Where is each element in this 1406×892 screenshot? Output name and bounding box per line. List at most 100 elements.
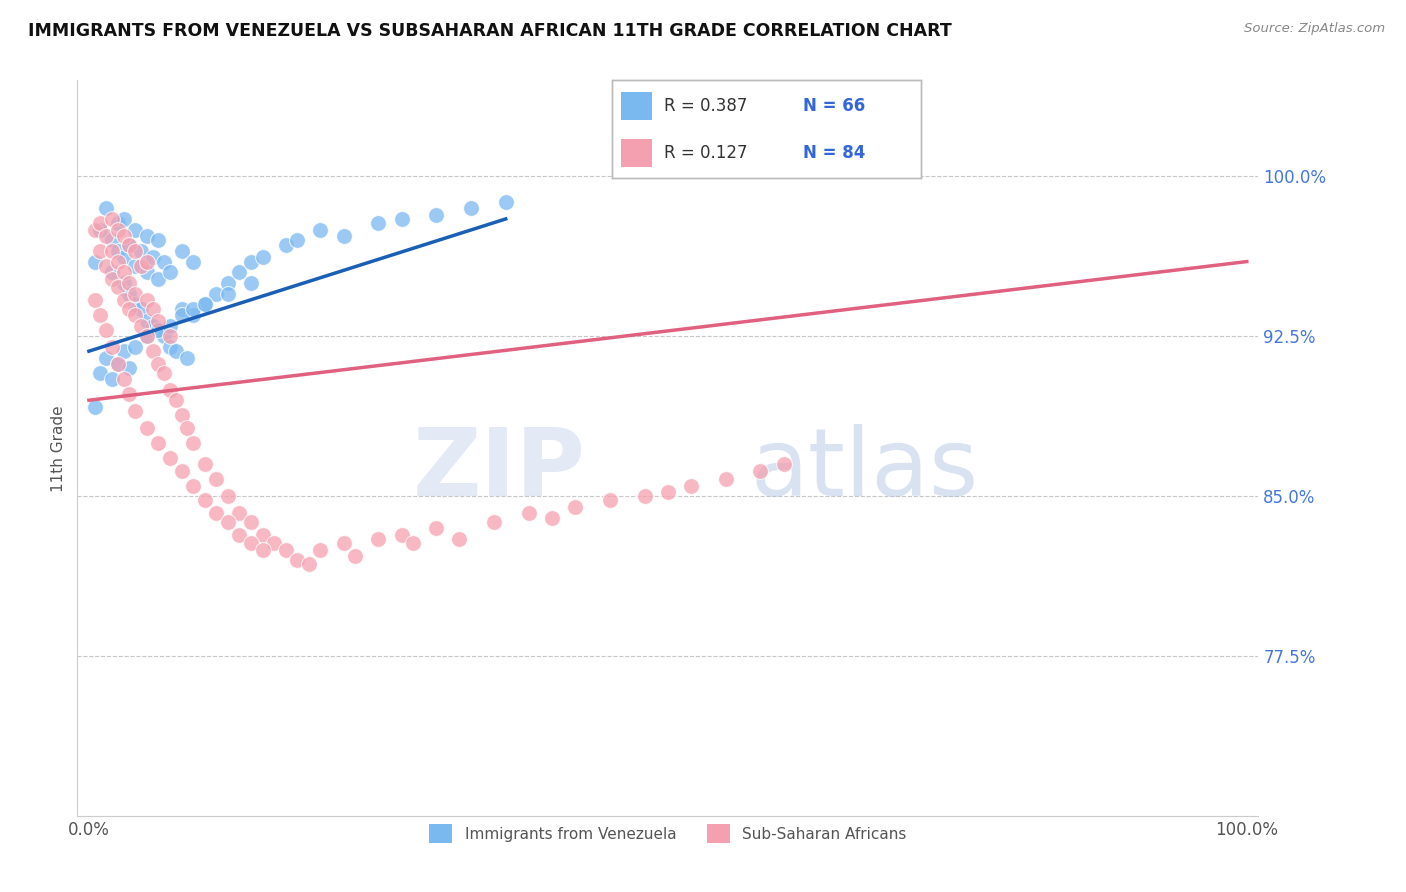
Point — [118, 276, 141, 290]
Bar — [621, 139, 652, 167]
Point — [124, 404, 146, 418]
Point — [96, 323, 118, 337]
Point — [124, 244, 146, 258]
Point — [165, 344, 187, 359]
Point — [112, 211, 135, 226]
Point — [181, 308, 204, 322]
Point — [124, 308, 146, 322]
Point — [274, 542, 297, 557]
Point — [564, 500, 586, 514]
Point — [112, 344, 135, 359]
Point — [112, 293, 135, 307]
Point — [772, 457, 794, 471]
Point — [495, 194, 517, 209]
Point — [142, 301, 165, 316]
Text: R = 0.127: R = 0.127 — [664, 144, 748, 161]
Point — [298, 558, 321, 572]
Point — [517, 506, 540, 520]
Point — [194, 297, 217, 311]
Point — [176, 351, 198, 365]
Point — [170, 464, 193, 478]
Point — [142, 250, 165, 264]
Point — [124, 259, 146, 273]
Point — [112, 265, 135, 279]
Point — [425, 521, 447, 535]
Point — [148, 314, 170, 328]
Point — [332, 536, 354, 550]
Point — [107, 244, 129, 258]
Point — [159, 318, 181, 333]
Point — [240, 515, 263, 529]
Point — [482, 515, 505, 529]
Point — [129, 259, 152, 273]
Point — [749, 464, 772, 478]
Point — [124, 340, 146, 354]
Point — [263, 536, 285, 550]
Point — [679, 478, 702, 492]
Point — [176, 421, 198, 435]
Point — [96, 229, 118, 244]
Point — [107, 280, 129, 294]
Point — [181, 301, 204, 316]
Point — [599, 493, 621, 508]
Point — [165, 393, 187, 408]
Text: IMMIGRANTS FROM VENEZUELA VS SUBSAHARAN AFRICAN 11TH GRADE CORRELATION CHART: IMMIGRANTS FROM VENEZUELA VS SUBSAHARAN … — [28, 22, 952, 40]
Point — [101, 233, 124, 247]
Point — [181, 436, 204, 450]
Point — [402, 536, 425, 550]
Point — [391, 527, 413, 541]
Point — [148, 271, 170, 285]
Point — [449, 532, 471, 546]
Point — [159, 383, 181, 397]
Point — [153, 366, 176, 380]
Point — [89, 308, 111, 322]
Point — [96, 259, 118, 273]
Point — [205, 472, 228, 486]
Point — [170, 308, 193, 322]
Legend: Immigrants from Venezuela, Sub-Saharan Africans: Immigrants from Venezuela, Sub-Saharan A… — [423, 818, 912, 849]
Point — [205, 286, 228, 301]
Point — [252, 250, 274, 264]
Point — [135, 229, 157, 244]
Point — [135, 254, 157, 268]
Point — [96, 351, 118, 365]
Point — [118, 237, 141, 252]
Point — [89, 222, 111, 236]
Point — [170, 301, 193, 316]
Text: N = 66: N = 66 — [803, 97, 866, 115]
Point — [285, 553, 308, 567]
Point — [228, 527, 250, 541]
Point — [159, 340, 181, 354]
Point — [170, 244, 193, 258]
Point — [101, 244, 124, 258]
Point — [309, 542, 332, 557]
Bar — [621, 92, 652, 120]
Point — [367, 216, 389, 230]
Point — [181, 478, 204, 492]
Point — [309, 222, 332, 236]
Point — [112, 250, 135, 264]
Point — [240, 276, 263, 290]
Point — [217, 276, 239, 290]
Point — [460, 201, 482, 215]
Point — [252, 527, 274, 541]
Point — [194, 493, 217, 508]
Point — [83, 293, 105, 307]
Point — [148, 323, 170, 337]
Point — [252, 542, 274, 557]
Point — [118, 301, 141, 316]
Point — [135, 314, 157, 328]
Point — [89, 216, 111, 230]
Point — [101, 271, 124, 285]
Point — [129, 318, 152, 333]
Point — [159, 265, 181, 279]
Point — [107, 357, 129, 371]
Point — [228, 265, 250, 279]
Point — [83, 222, 105, 236]
Y-axis label: 11th Grade: 11th Grade — [51, 405, 66, 491]
Point — [112, 229, 135, 244]
Point — [107, 357, 129, 371]
Point — [129, 301, 152, 316]
Point — [124, 286, 146, 301]
Point — [217, 286, 239, 301]
